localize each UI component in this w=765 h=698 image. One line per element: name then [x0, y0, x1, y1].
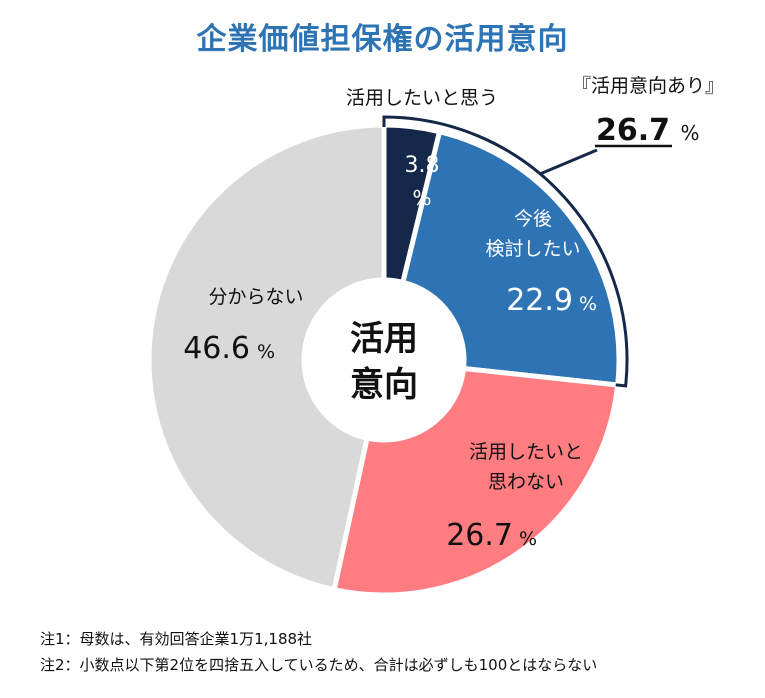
slice-2-value: 22.9: [506, 283, 573, 318]
slice-1-label: 活用したいと思う: [346, 87, 498, 109]
chart-title: 企業価値担保権の活用意向: [196, 22, 569, 57]
slice-2-label-line-1: 今後: [514, 208, 552, 230]
slice-3-unit: %: [519, 528, 537, 550]
slice-3: [331, 365, 621, 598]
bracket-label: 『活用意向あり』: [572, 75, 724, 97]
slice-1-unit: %: [412, 186, 431, 210]
bracket-value: 26.7: [596, 113, 670, 148]
slice-2-label-line-2: 検討したい: [485, 238, 580, 260]
footnote-1: 注1：母数は、有効回答企業1万1,188社: [40, 630, 313, 648]
footnote-2: 注2：小数点以下第2位を四捨五入しているため、合計は必ずしも100とはならない: [40, 656, 598, 674]
slice-2: [399, 128, 622, 388]
center-label-line-1: 活用: [350, 319, 418, 359]
bracket-leader-line: [539, 148, 598, 176]
slice-2-unit: %: [579, 293, 597, 315]
center-label-line-2: 意向: [350, 365, 418, 405]
bracket-unit: %: [680, 121, 699, 145]
bracket-arc: [382, 115, 629, 388]
slice-4-unit: %: [257, 341, 275, 363]
slice-3-label-line-2: 思わない: [488, 471, 564, 493]
slice-3-label-line-1: 活用したいと: [469, 441, 583, 463]
slice-4-label: 分からない: [208, 286, 303, 308]
slice-4: [146, 122, 387, 593]
slice-3-value: 26.7: [446, 518, 513, 553]
slice-1-value: 3.8: [405, 153, 440, 178]
slice-4-value: 46.6: [183, 331, 250, 366]
